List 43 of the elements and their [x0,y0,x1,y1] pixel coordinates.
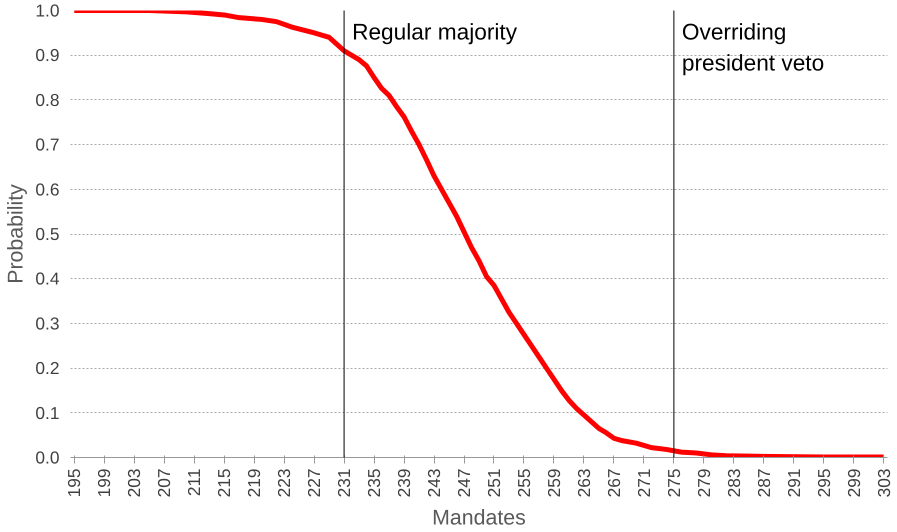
x-tick-label: 303 [874,468,894,498]
x-tick-label: 219 [244,468,264,498]
y-tick-label: 0.0 [35,448,60,468]
x-tick-label: 215 [214,468,234,498]
x-axis-title: Mandates [432,505,526,530]
x-tick-label: 291 [784,468,804,498]
y-tick-label: 0.5 [35,224,60,244]
x-tick-label: 275 [664,468,684,498]
y-tick-label: 0.1 [35,402,60,423]
x-tick-label: 235 [364,468,384,498]
x-tick-label: 195 [64,468,84,498]
y-tick-label: 0.3 [35,313,60,334]
ref-line-label: Regular majority [352,18,518,44]
x-tick-label: 267 [604,468,624,498]
y-axis-title: Probability [3,184,28,284]
x-tick-label: 295 [814,468,834,498]
x-tick-label: 199 [94,468,114,498]
x-tick-label: 211 [184,468,204,496]
x-tick-label: 283 [724,468,744,498]
y-tick-label: 0.9 [35,45,60,66]
x-tick-label: 251 [484,468,504,498]
y-tick-label: 0.2 [35,358,60,378]
x-tick-label: 287 [754,468,774,498]
x-tick-label: 263 [574,468,594,498]
x-tick-label: 299 [844,468,864,498]
x-tick-label: 259 [544,468,564,498]
y-tick-label: 0.8 [35,90,60,110]
x-tick-label: 247 [454,468,474,498]
x-tick-label: 271 [634,468,654,498]
x-tick-label: 243 [424,468,444,498]
x-tick-label: 227 [304,468,324,498]
x-tick-label: 239 [394,468,414,498]
x-tick-label: 279 [694,468,714,498]
x-tick-label: 255 [514,468,534,498]
x-tick-label: 203 [124,468,144,498]
x-tick-label: 223 [274,468,294,498]
x-tick-label: 231 [334,468,354,498]
y-tick-label: 0.7 [35,134,60,155]
ref-line-label: Overriding president veto [682,18,824,76]
y-tick-label: 1.0 [35,0,60,20]
x-tick-label: 207 [154,468,174,498]
y-tick-label: 0.4 [35,268,60,289]
y-tick-label: 0.6 [35,179,60,200]
